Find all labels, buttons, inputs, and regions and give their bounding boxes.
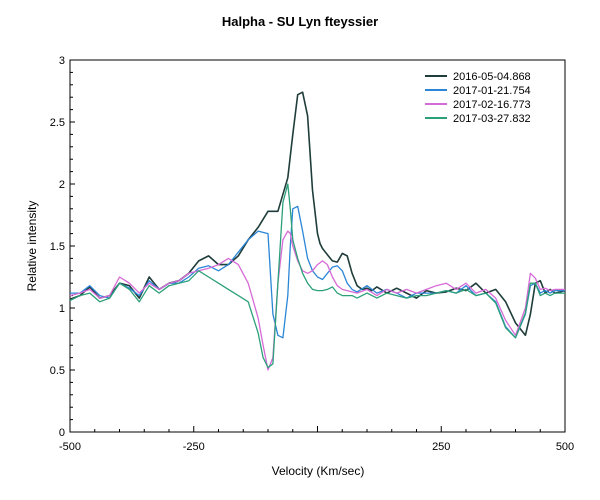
y-axis-label: Relative intensity [25,201,39,292]
chart-title: Halpha - SU Lyn fteyssier [222,14,378,29]
legend-label: 2017-03-27.832 [453,113,531,125]
y-tick-label: 0.5 [50,365,65,377]
y-axis: 0 0.5 1 1.5 2 2.5 3 [50,55,75,439]
x-tick-label: 250 [432,441,450,453]
legend: 2016-05-04.868 2017-01-21.754 2017-02-16.7… [425,71,531,125]
x-axis: -500 -250 250 500 [59,426,574,453]
y-tick-label: 1.5 [50,241,65,253]
y-tick-label: 2 [59,179,65,191]
x-tick-label: -250 [183,441,205,453]
series-line-4 [69,183,565,369]
legend-label: 2016-05-04.868 [453,71,531,83]
y-tick-label: 1 [59,303,65,315]
legend-label: 2017-01-21.754 [453,85,531,97]
y-tick-label: 2.5 [50,117,65,129]
series-line-3 [69,230,565,371]
series-layer [69,91,566,371]
x-tick-label: -500 [59,441,81,453]
y-tick-label: 0 [59,427,65,439]
y-tick-label: 3 [59,55,65,67]
x-tick-label: 500 [556,441,574,453]
legend-label: 2017-02-16.773 [453,99,531,111]
x-axis-label: Velocity (Km/sec) [272,464,365,478]
